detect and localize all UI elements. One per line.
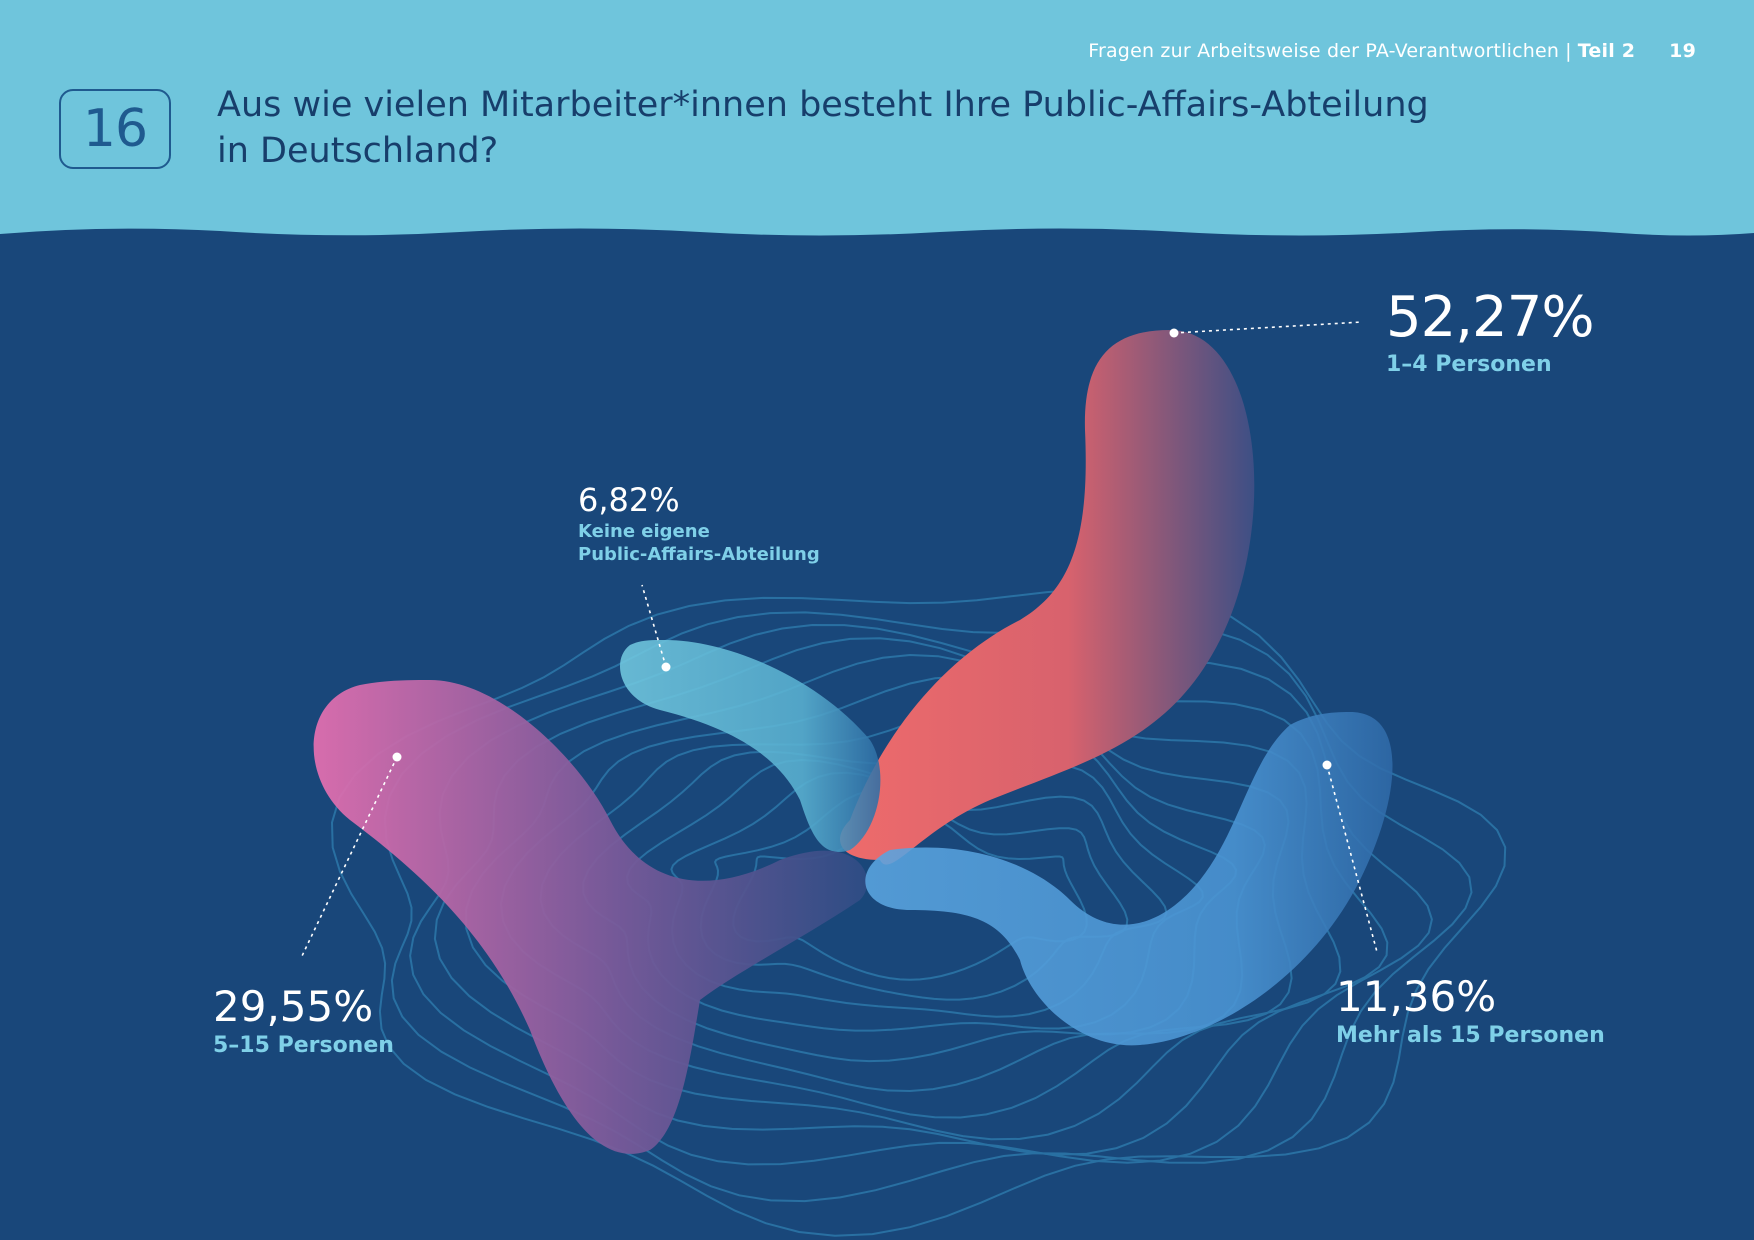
leader-dot-mehr-als-15 — [1322, 760, 1332, 770]
blob-5-15-personen — [313, 680, 868, 1154]
blob-marks — [313, 330, 1393, 1154]
value-1-4-personen: 52,27% — [1386, 285, 1595, 350]
blob-keine-abteilung — [620, 640, 881, 852]
leader-lines — [301, 321, 1378, 957]
leader-line-mehr-als-15 — [1326, 764, 1378, 953]
label-1-4-personen: 52,27% 1–4 Personen — [1386, 285, 1595, 380]
page-header: Fragen zur Arbeitsweise der PA-Verantwor… — [0, 0, 1754, 250]
blob-1-4-personen — [840, 330, 1255, 865]
value-5-15-personen: 29,55% — [213, 982, 374, 1031]
running-head-separator: | — [1565, 40, 1572, 62]
category-keine-abteilung: Keine eigene Public-Affairs-Abteilung — [578, 521, 820, 565]
page-number: 19 — [1669, 40, 1696, 62]
header-wave-shape — [0, 0, 1754, 236]
running-title: Fragen zur Arbeitsweise der PA-Verantwor… — [1088, 40, 1560, 62]
label-mehr-als-15: 11,36% Mehr als 15 Personen — [1336, 972, 1605, 1050]
blob-mehr-als-15 — [865, 712, 1393, 1046]
label-5-15-personen: 29,55% 5–15 Personen — [213, 982, 394, 1060]
question-number-badge: 16 — [59, 89, 171, 169]
header-wave-background — [0, 0, 1754, 236]
label-keine-abteilung: 6,82% Keine eigene Public-Affairs-Abteil… — [578, 480, 820, 566]
question-title: Aus wie vielen Mitarbeiter*innen besteht… — [217, 82, 1517, 174]
leader-dot-keine-abteilung — [661, 662, 671, 672]
running-head: Fragen zur Arbeitsweise der PA-Verantwor… — [1088, 40, 1696, 62]
question-number: 16 — [82, 99, 148, 159]
leader-line-keine-abteilung — [641, 584, 667, 668]
leader-line-1-4-personen — [1173, 321, 1363, 334]
leader-line-5-15-personen — [301, 756, 398, 957]
part-label: Teil 2 — [1577, 40, 1636, 62]
leader-dot-1-4-personen — [1169, 328, 1179, 338]
value-mehr-als-15: 11,36% — [1336, 972, 1497, 1021]
category-mehr-als-15: Mehr als 15 Personen — [1336, 1023, 1605, 1048]
category-5-15-personen: 5–15 Personen — [213, 1033, 394, 1058]
category-1-4-personen: 1–4 Personen — [1386, 352, 1552, 377]
question-line-1: Aus wie vielen Mitarbeiter*innen besteht… — [217, 85, 1429, 125]
leader-dot-5-15-personen — [392, 752, 402, 762]
question-line-2: in Deutschland? — [217, 131, 499, 171]
value-keine-abteilung: 6,82% — [578, 481, 680, 519]
